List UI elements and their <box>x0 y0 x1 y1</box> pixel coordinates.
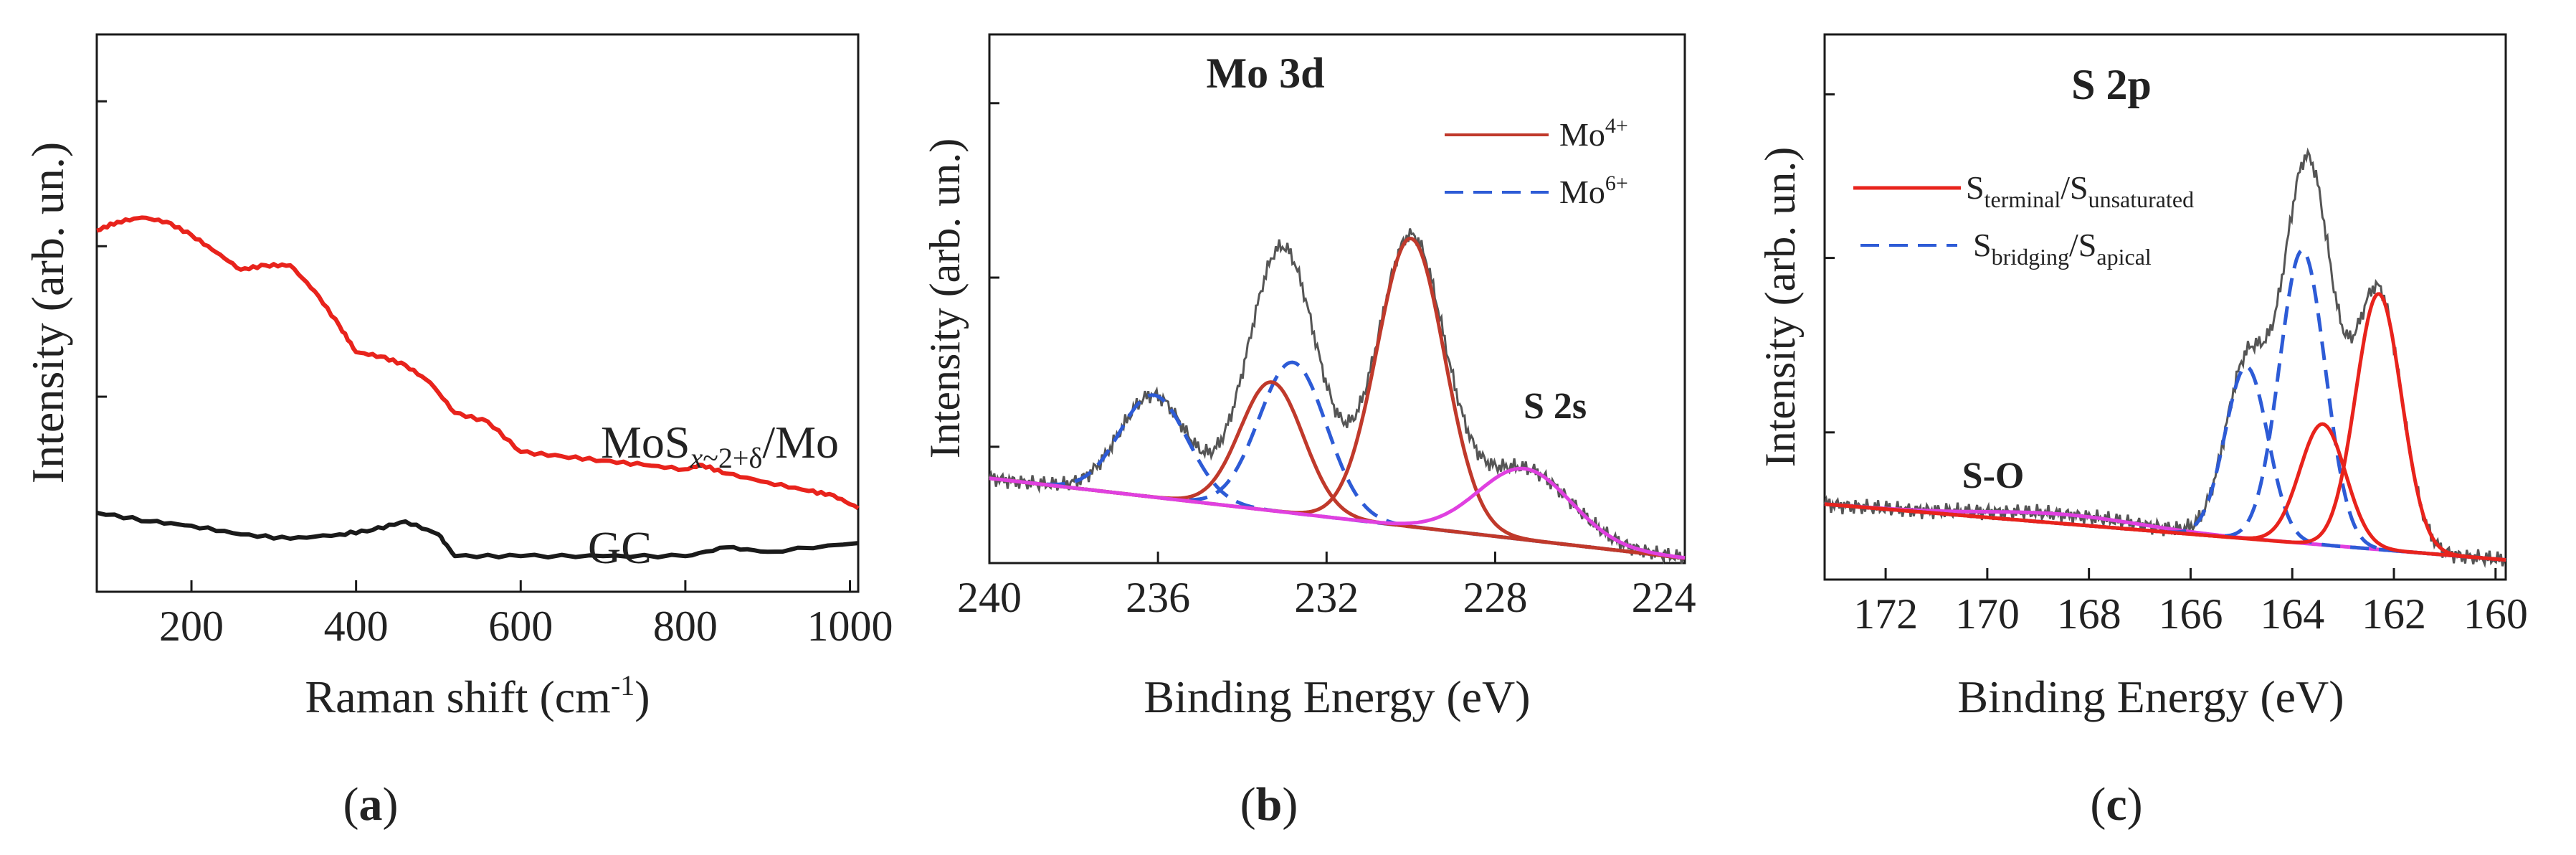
chart-title-c: S 2p <box>2071 61 2152 108</box>
component-s-terminal-2p3-2 <box>1824 292 2506 562</box>
series-line-black <box>96 510 859 560</box>
legend-label-mo6: Mo6+ <box>1559 171 1628 210</box>
panel-label-c: (c) <box>2090 778 2142 831</box>
chart-title-b: Mo 3d <box>1207 49 1325 97</box>
x-tick-label: 166 <box>2158 590 2223 638</box>
x-ticks-b: 240 236 232 228 224 <box>957 552 1696 621</box>
y-axis-label-a: Intensity (arb. un.) <box>22 142 73 483</box>
x-tick-label: 400 <box>324 603 389 650</box>
annotation-gc: GC <box>588 522 652 573</box>
y-ticks-a <box>97 100 107 398</box>
x-tick-label: 168 <box>2057 590 2121 638</box>
x-tick-label: 232 <box>1294 574 1359 621</box>
annotation-s2s: S 2s <box>1524 386 1587 427</box>
x-tick-label: 224 <box>1632 574 1696 621</box>
x-tick-label: 600 <box>488 603 553 650</box>
y-ticks-b <box>989 102 999 448</box>
y-ticks-c <box>1825 93 1835 434</box>
panel-label-b: (b) <box>1240 778 1298 831</box>
series-group-c <box>1823 147 2506 569</box>
x-tick-label: 800 <box>653 603 718 650</box>
panel-c: 172 170 168 166 164 162 160 S 2p Sterminal/Sun… <box>1757 33 2528 831</box>
legend-label-terminal: Sterminal/Sunsaturated <box>1966 169 2194 212</box>
x-tick-label: 228 <box>1463 574 1527 621</box>
y-axis-label-c: Intensity (arb. un.) <box>1757 147 1804 468</box>
x-ticks-a: 200 400 600 800 1000 <box>159 580 893 650</box>
annotation-so: S-O <box>1962 455 2025 496</box>
series-group-a <box>96 215 860 560</box>
plot-frame-a <box>95 33 860 593</box>
x-tick-label: 164 <box>2260 590 2324 638</box>
plot-frame-b <box>988 33 1686 565</box>
plot-frame-c <box>1823 33 2507 581</box>
x-tick-label: 160 <box>2463 590 2528 638</box>
panel-b: 240 236 232 228 224 Mo 3d Mo4+ Mo6+ S 2s Int… <box>921 33 1696 831</box>
legend-b: Mo4+ Mo6+ <box>1445 114 1628 210</box>
legend-label-mo4: Mo4+ <box>1559 114 1628 153</box>
x-axis-label-a: Raman shift (cm-1) <box>305 669 650 722</box>
y-axis-label-b: Intensity (arb. un.) <box>921 138 969 459</box>
x-tick-label: 170 <box>1955 590 2020 638</box>
x-tick-label: 162 <box>2362 590 2426 638</box>
series-line-red <box>96 215 860 511</box>
x-axis-label-b: Binding Energy (eV) <box>1144 671 1530 722</box>
x-ticks-c: 172 170 168 166 164 162 160 <box>1853 568 2528 638</box>
legend-label-bridging: Sbridging/Sapical <box>1973 227 2152 270</box>
x-tick-label: 172 <box>1853 590 1918 638</box>
x-tick-label: 236 <box>1126 574 1190 621</box>
component-s-2s <box>989 466 1686 560</box>
x-axis-label-c: Binding Energy (eV) <box>1957 671 2344 722</box>
panel-label-a: (a) <box>343 778 399 831</box>
envelope-line <box>1823 147 2506 569</box>
annotation-mos: MoSx~2+δ/Mo <box>601 417 839 474</box>
series-group-b <box>988 228 1686 565</box>
panel-a: 200 400 600 800 1000 Intensity (arb. un.) Ra… <box>22 33 893 831</box>
x-tick-label: 200 <box>159 603 224 650</box>
component-s-terminal-2p1-2 <box>1824 422 2506 562</box>
x-tick-label: 240 <box>957 574 1022 621</box>
x-tick-label: 1000 <box>807 603 893 650</box>
legend-c: Sterminal/Sunsaturated Sbridging/Sapical <box>1853 169 2194 270</box>
